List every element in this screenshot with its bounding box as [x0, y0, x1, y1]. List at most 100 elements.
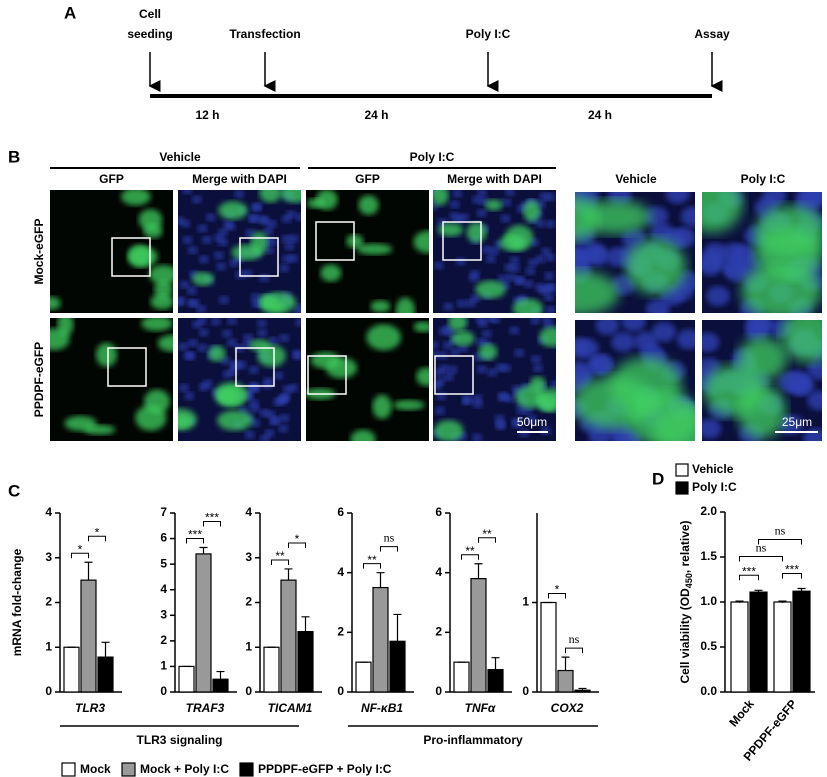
- nucleus: [545, 220, 556, 229]
- channel-label: GFP: [99, 172, 124, 186]
- nucleus: [702, 332, 720, 353]
- nucleus: [248, 365, 259, 374]
- gfp-cell: [451, 330, 475, 346]
- nucleus: [434, 368, 445, 377]
- nucleus: [495, 419, 506, 428]
- significance-label: ns: [775, 523, 786, 537]
- significance-bracket: [380, 546, 398, 552]
- gfp-cell: [257, 344, 286, 367]
- bar: [540, 601, 557, 693]
- nucleus: [702, 418, 722, 439]
- gfp-cell: [370, 300, 391, 313]
- nucleus: [506, 273, 517, 282]
- error-bar: [84, 561, 93, 581]
- significance-label: **: [275, 549, 285, 563]
- nucleus: [455, 257, 466, 266]
- nucleus: [213, 251, 224, 260]
- error-bar: [735, 600, 744, 603]
- nucleus: [293, 351, 301, 360]
- nucleus: [504, 394, 515, 403]
- nucleus: [523, 279, 534, 288]
- x-axis-title: TNFα: [465, 701, 496, 715]
- nucleus: [680, 206, 695, 227]
- panel-label: C: [8, 481, 20, 500]
- nucleus: [447, 365, 458, 374]
- channel-label: Merge with DAPI: [192, 172, 287, 186]
- y-tick-label: 4: [337, 565, 344, 579]
- nucleus: [250, 383, 261, 392]
- nucleus: [216, 262, 227, 271]
- significance-bracket: [548, 593, 566, 599]
- error-bar: [216, 670, 225, 680]
- gfp-cell: [413, 230, 429, 254]
- nucleus: [294, 308, 301, 313]
- nucleus: [485, 318, 496, 323]
- nucleus: [449, 200, 460, 209]
- nucleus: [703, 242, 728, 263]
- nucleus: [544, 272, 555, 281]
- bar: [487, 669, 504, 693]
- legend-label: Vehicle: [692, 462, 734, 476]
- y-tick-label: 0: [45, 684, 52, 698]
- nucleus: [722, 242, 747, 263]
- gfp-cell: [128, 246, 158, 267]
- significance-label: **: [367, 553, 377, 567]
- gfp-cell: [150, 294, 173, 310]
- roi-box: [315, 221, 355, 261]
- legend-label: PPDPF-eGFP + Poly I:C: [258, 762, 392, 776]
- nucleus: [472, 399, 483, 408]
- y-tick-label: 2: [435, 625, 442, 639]
- gfp-cell: [539, 326, 556, 347]
- nucleus: [196, 305, 207, 313]
- micrograph: [433, 318, 556, 441]
- nucleus: [279, 414, 290, 423]
- gfp-cell: [358, 195, 379, 215]
- error-bar: [754, 589, 763, 594]
- gfp-cell: [448, 318, 468, 332]
- nucleus: [500, 364, 511, 373]
- gfp-cell: [143, 223, 163, 239]
- bar: [80, 579, 97, 693]
- x-axis-title: NF-κB1: [361, 701, 403, 715]
- y-tick-label: 2: [245, 595, 252, 609]
- error-bar: [301, 616, 310, 632]
- nucleus: [462, 395, 473, 404]
- gfp-cell: [781, 320, 822, 363]
- y-axis-title: Cell viability (OD450, relative): [678, 520, 694, 683]
- nucleus: [676, 329, 695, 350]
- gfp-cell: [157, 334, 173, 352]
- gfp-cell: [258, 294, 276, 307]
- nucleus: [807, 359, 822, 380]
- nucleus: [197, 343, 208, 352]
- nucleus: [198, 328, 209, 337]
- nucleus: [585, 246, 610, 267]
- nucleus: [468, 273, 479, 282]
- nucleus: [525, 267, 536, 276]
- channel-label: Merge with DAPI: [447, 172, 542, 186]
- micrograph: [702, 320, 822, 441]
- event-label: Cell: [139, 7, 161, 21]
- x-axis-title: TRAF3: [186, 701, 225, 715]
- group-label: Pro-inflammatory: [423, 733, 523, 747]
- duration-label: 12 h: [195, 108, 219, 122]
- roi-box: [111, 237, 151, 277]
- nucleus: [509, 256, 520, 265]
- x-axis-title: COX2: [551, 701, 584, 715]
- legend-swatch: [61, 762, 76, 777]
- micrograph: [178, 318, 301, 441]
- y-tick-label: 2: [160, 633, 167, 647]
- y-tick-label: 0.0: [700, 684, 717, 698]
- micrograph: [50, 318, 173, 441]
- gfp-cell: [738, 336, 788, 381]
- gfp-cell: [208, 345, 226, 362]
- y-tick-label: 0: [522, 684, 529, 698]
- bar: [574, 689, 591, 693]
- treatment-label: Vehicle: [159, 150, 201, 164]
- nucleus: [279, 394, 290, 403]
- nucleus: [644, 206, 669, 227]
- error-bar: [284, 568, 293, 581]
- legend-swatch: [239, 762, 254, 777]
- significance-label: ***: [188, 528, 202, 542]
- nucleus: [501, 198, 512, 207]
- gfp-cell: [437, 222, 464, 237]
